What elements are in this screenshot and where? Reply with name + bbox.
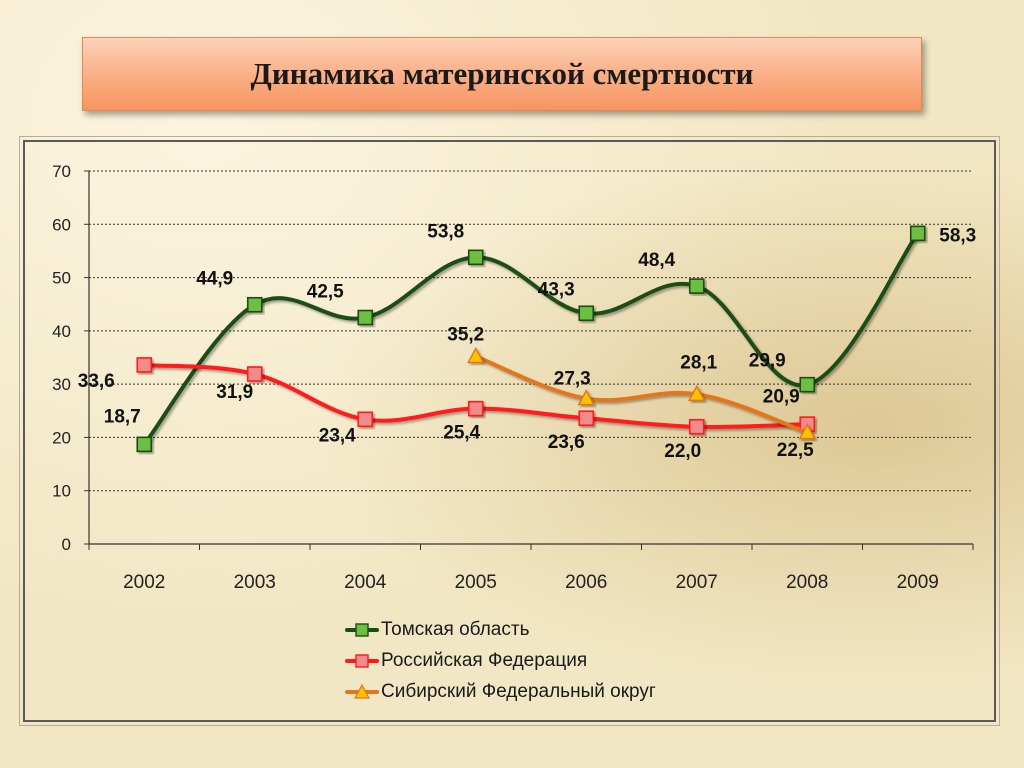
- legend-swatch: [345, 654, 379, 668]
- legend-swatch: [345, 683, 379, 699]
- data-point: [136, 436, 153, 453]
- data-point: [467, 400, 484, 417]
- legend-item: Сибирский Федеральный округ: [345, 676, 765, 707]
- data-point: [578, 410, 595, 427]
- data-point: [246, 296, 263, 313]
- x-tick-label: 2006: [565, 572, 607, 593]
- y-tick-label: 60: [52, 215, 71, 234]
- data-label: 25,4: [443, 423, 480, 444]
- data-label: 33,6: [78, 371, 115, 392]
- data-label: 23,6: [548, 432, 585, 453]
- data-label: 31,9: [216, 382, 253, 403]
- data-label: 22,0: [664, 441, 701, 462]
- title-banner: Динамика материнской смертности: [82, 37, 922, 111]
- data-label: 29,9: [749, 351, 786, 372]
- y-tick-label: 30: [52, 375, 71, 394]
- y-tick-label: 10: [52, 482, 71, 501]
- legend-label: Российская Федерация: [381, 650, 588, 671]
- data-label: 43,3: [538, 279, 575, 300]
- x-tick-label: 2007: [676, 572, 718, 593]
- y-tick-label: 50: [52, 269, 71, 288]
- x-tick-label: 2009: [897, 572, 939, 593]
- data-label: 27,3: [554, 369, 591, 390]
- data-label: 44,9: [196, 269, 233, 290]
- data-point: [688, 418, 705, 435]
- data-label: 28,1: [680, 352, 717, 373]
- x-tick-label: 2005: [455, 572, 497, 593]
- y-tick-label: 70: [52, 162, 71, 181]
- x-tick-label: 2008: [786, 572, 828, 593]
- data-labels: 18,7 44,9 42,5 53,8 43,3 48,4 29,9 58,3 33,6 31,9…: [78, 221, 976, 461]
- data-label: 42,5: [307, 282, 344, 303]
- data-point: [909, 225, 926, 242]
- data-label: 58,3: [939, 225, 976, 246]
- y-tick-label: 0: [62, 535, 71, 554]
- legend-marker: [355, 623, 369, 637]
- data-point: [799, 376, 816, 393]
- data-label: 23,4: [319, 425, 356, 446]
- data-label: 35,2: [447, 324, 484, 345]
- legend-swatch: [345, 623, 379, 637]
- data-label: 20,9: [763, 387, 800, 408]
- axes: 0 10 20 30 40 50 60 70 2002 2003 2004 2005 2006 2007 2…: [52, 162, 974, 593]
- data-point: [136, 357, 153, 373]
- grid: [89, 170, 973, 492]
- legend-item: Российская Федерация: [345, 645, 765, 676]
- legend-marker: [353, 683, 371, 699]
- series: [136, 225, 926, 453]
- legend-label: Сибирский Федеральный округ: [381, 681, 656, 702]
- slide-title: Динамика материнской смертности: [250, 56, 754, 91]
- data-label: 48,4: [638, 250, 675, 271]
- data-label: 53,8: [427, 221, 464, 242]
- data-point: [357, 411, 374, 428]
- legend-marker: [355, 654, 369, 668]
- y-tick-label: 20: [52, 428, 71, 447]
- y-tick-label: 40: [52, 322, 71, 341]
- data-label: 22,5: [777, 440, 814, 461]
- data-point: [798, 423, 816, 440]
- legend-item: Томская область: [345, 614, 765, 645]
- legend-label: Томская область: [381, 619, 530, 640]
- data-point: [467, 249, 484, 266]
- data-point: [688, 278, 705, 294]
- data-point: [246, 366, 263, 382]
- x-tick-label: 2004: [344, 572, 387, 593]
- legend: Томская область Российская Федерация Сибир…: [345, 614, 765, 707]
- data-point: [688, 384, 706, 401]
- x-tick-label: 2002: [123, 572, 165, 593]
- data-point: [577, 389, 595, 406]
- data-point: [467, 346, 485, 364]
- data-point: [578, 305, 595, 322]
- data-label: 18,7: [104, 406, 141, 427]
- series-line: [473, 354, 810, 435]
- x-tick-label: 2003: [234, 572, 276, 593]
- data-point: [357, 309, 374, 326]
- chart-frame: [19, 136, 1000, 726]
